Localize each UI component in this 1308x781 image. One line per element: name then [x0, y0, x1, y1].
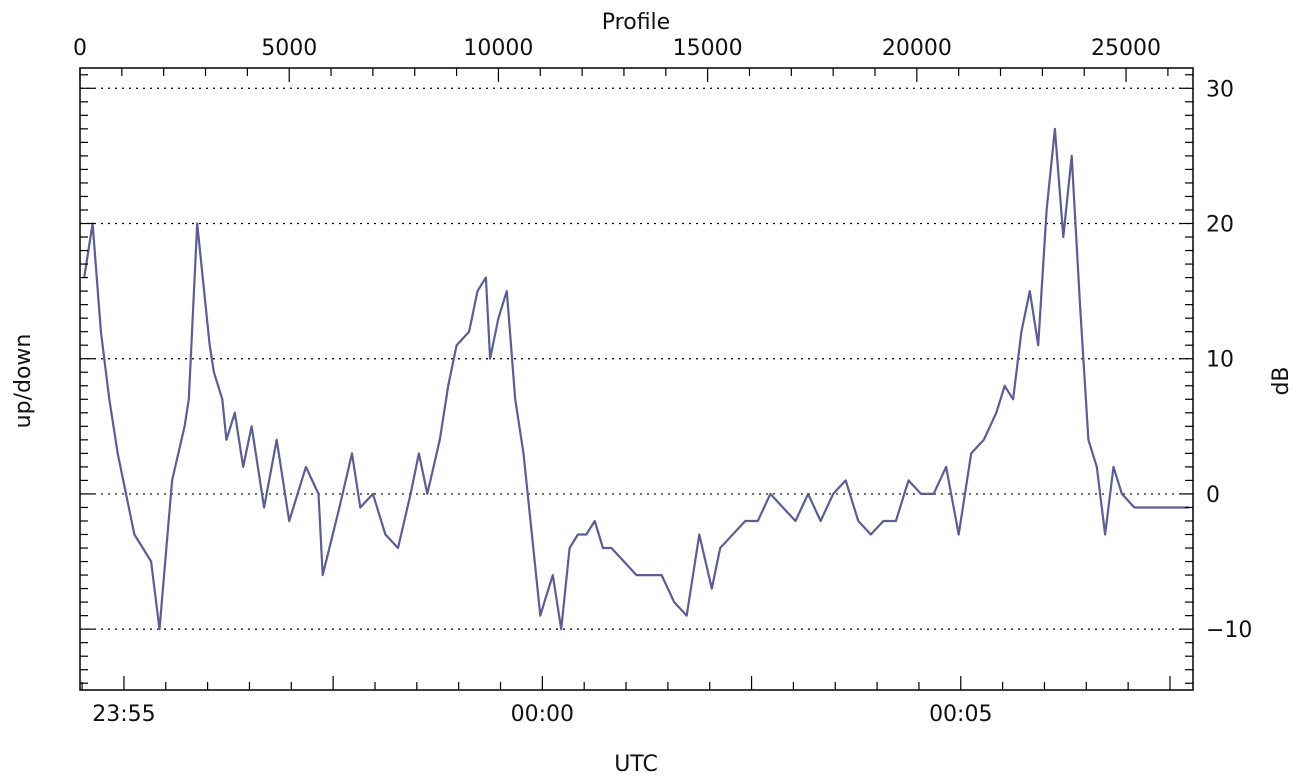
bottom-x-tick-label: 00:00 — [511, 702, 574, 727]
top-x-tick-label: 5000 — [261, 36, 317, 61]
y-tick-label: 20 — [1206, 213, 1234, 238]
axis-ticks — [79, 68, 1193, 690]
left-axis-title: up/down — [11, 334, 36, 429]
top-x-tick-label: 20000 — [882, 36, 952, 61]
y-tick-label: −10 — [1206, 618, 1252, 643]
y-tick-label: 30 — [1206, 77, 1234, 102]
top-x-tick-label: 0 — [73, 36, 87, 61]
tick-labels: −10 0 10 20 30 0 5000 10000 15000 20000 25000 23:55… — [73, 36, 1252, 727]
y-tick-label: 0 — [1206, 483, 1220, 508]
series-layer — [83, 127, 1189, 631]
x-axis-title: UTC — [614, 752, 658, 777]
y-tick-label: 10 — [1206, 348, 1234, 373]
top-x-tick-label: 25000 — [1091, 36, 1161, 61]
top-x-tick-label: 15000 — [673, 36, 743, 61]
top-axis-title: Profile — [602, 10, 670, 35]
bottom-x-tick-label: 23:55 — [92, 702, 155, 727]
top-x-tick-label: 10000 — [463, 36, 533, 61]
right-axis-title: dB — [1269, 366, 1294, 395]
plot-frame — [79, 67, 1194, 691]
bottom-x-tick-label: 00:05 — [929, 702, 992, 727]
series-line — [83, 127, 1189, 631]
gridlines — [80, 87, 1193, 630]
